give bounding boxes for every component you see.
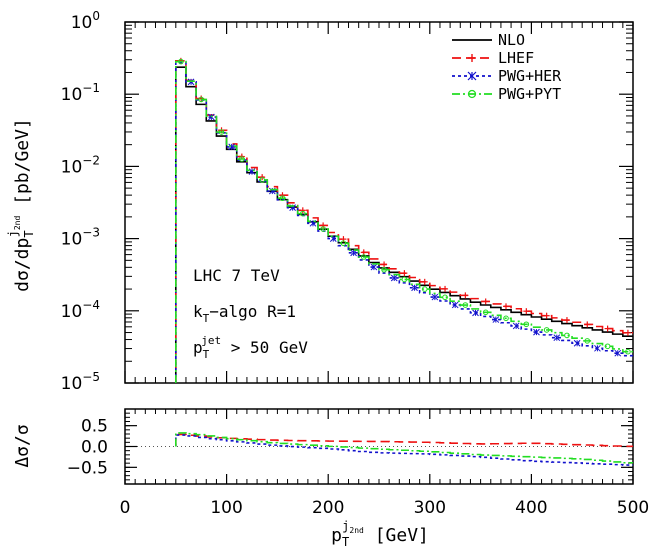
data-marker-pwg-her (431, 293, 439, 301)
data-marker-pwg-her (370, 263, 378, 271)
data-marker-pwg-pyt (482, 309, 489, 316)
data-marker-lhef (543, 312, 550, 319)
y-tick-label: 10−2 (61, 153, 100, 177)
data-marker-lhef (421, 278, 428, 285)
data-marker-pwg-her (573, 339, 581, 347)
data-marker-lhef (624, 329, 631, 336)
ratio-line-pwg-pyt (175, 432, 633, 464)
data-marker-lhef (279, 192, 286, 199)
data-marker-lhef (299, 207, 306, 214)
data-marker-pwg-pyt (320, 226, 326, 232)
y-tick-label: 0.5 (81, 417, 108, 437)
x-tick-label: 200 (312, 498, 344, 518)
legend-marker (467, 89, 477, 99)
data-marker-pwg-pyt (218, 129, 225, 135)
data-marker-lhef (523, 308, 530, 315)
data-marker-pwg-pyt (178, 58, 184, 65)
data-marker-lhef (503, 303, 509, 310)
data-marker-pwg-her (451, 301, 459, 309)
y-tick-label: 10−1 (61, 81, 100, 105)
data-marker-pwg-her (533, 328, 540, 336)
data-marker-pwg-pyt (604, 343, 611, 350)
y-tick-label: −0.5 (67, 458, 108, 478)
data-marker-pwg-pyt (360, 254, 367, 260)
x-tick-label: 100 (210, 498, 242, 518)
data-marker-pwg-pyt (401, 276, 408, 283)
data-marker-pwg-her (472, 309, 479, 317)
legend-entry-pwg-her: PWG+HER (498, 67, 562, 85)
series-line-pwg-pyt (175, 60, 633, 383)
data-marker-lhef (563, 317, 570, 324)
x-axis-title: pTj2nd [GeV] (331, 519, 429, 549)
ratio-panel: 0 100 200 300 400 500 0.50.0−0.5 (67, 408, 649, 518)
data-marker-lhef (604, 325, 611, 332)
data-marker-pwg-pyt (625, 348, 631, 355)
series-line-pwg-her (175, 61, 633, 383)
data-marker-pwg-her (228, 143, 236, 151)
x-tick-label: 0 (120, 498, 131, 518)
annotations: LHC 7 TeV kT−algo R=1 pTjet > 50 GeV (193, 266, 308, 361)
data-marker-lhef (381, 261, 388, 268)
legend-entry-lhef: LHEF (498, 49, 534, 67)
annotation-energy: LHC 7 TeV (193, 266, 280, 285)
data-marker-pwg-her (492, 316, 500, 323)
axis-titles: dσ/dpTj2nd [pb/GeV] Δσ/σ pTj2nd [GeV] (6, 118, 429, 549)
data-marker-lhef (462, 292, 469, 299)
data-marker-pwg-her (411, 284, 418, 292)
ratio-line-lhef (175, 433, 633, 448)
data-marker-pwg-her (614, 349, 622, 357)
data-marker-pwg-her (390, 274, 398, 282)
data-marker-lhef (320, 222, 327, 229)
data-marker-pwg-pyt (543, 327, 550, 333)
data-marker-pwg-pyt (421, 286, 428, 292)
series-line-lhef (175, 60, 633, 383)
data-marker-pwg-pyt (239, 156, 245, 162)
x-tick-label: 500 (617, 498, 649, 518)
data-marker-pwg-pyt (279, 195, 286, 202)
y-tick-label: 10−4 (61, 298, 100, 322)
data-marker-pwg-pyt (198, 96, 204, 103)
data-marker-pwg-pyt (462, 302, 469, 308)
y-tick-label: 0.0 (81, 438, 108, 458)
data-marker-lhef (482, 298, 489, 305)
data-marker-pwg-pyt (300, 210, 306, 217)
legend-entry-pwg-pyt: PWG+PYT (498, 85, 561, 103)
annotation-jet-cut: pTjet > 50 GeV (193, 334, 308, 361)
y-axis-title: dσ/dpTj2nd [pb/GeV] (6, 118, 36, 292)
data-marker-pwg-pyt (340, 240, 347, 247)
data-marker-lhef (401, 270, 408, 277)
ratio-line-pwg-her (175, 434, 633, 466)
y-tick-label: 10−3 (61, 226, 100, 250)
main-panel: 100 10−1 10−2 10−3 10−4 10−5 (61, 9, 634, 394)
data-marker-pwg-her (553, 334, 561, 342)
data-marker-pwg-pyt (503, 315, 509, 322)
data-marker-pwg-pyt (259, 177, 265, 183)
x-tick-label: 300 (414, 498, 446, 518)
annotation-algo: kT−algo R=1 (193, 302, 296, 325)
ratio-y-axis-title: Δσ/σ (12, 424, 33, 467)
data-marker-pwg-her (594, 344, 601, 352)
data-marker-lhef (584, 321, 591, 328)
y-tick-label: 100 (71, 9, 100, 33)
legend-entry-nlo: NLO (498, 31, 525, 49)
data-marker-pwg-pyt (523, 321, 530, 328)
data-marker-pwg-her (512, 322, 520, 330)
data-marker-pwg-pyt (584, 338, 591, 344)
data-marker-pwg-pyt (564, 332, 570, 339)
data-marker-lhef (442, 285, 449, 292)
data-marker-pwg-pyt (442, 294, 448, 301)
x-tick-label: 400 (515, 498, 547, 518)
data-marker-pwg-pyt (381, 266, 387, 273)
y-tick-label: 10−5 (61, 370, 100, 394)
data-marker-pwg-her (248, 168, 256, 175)
